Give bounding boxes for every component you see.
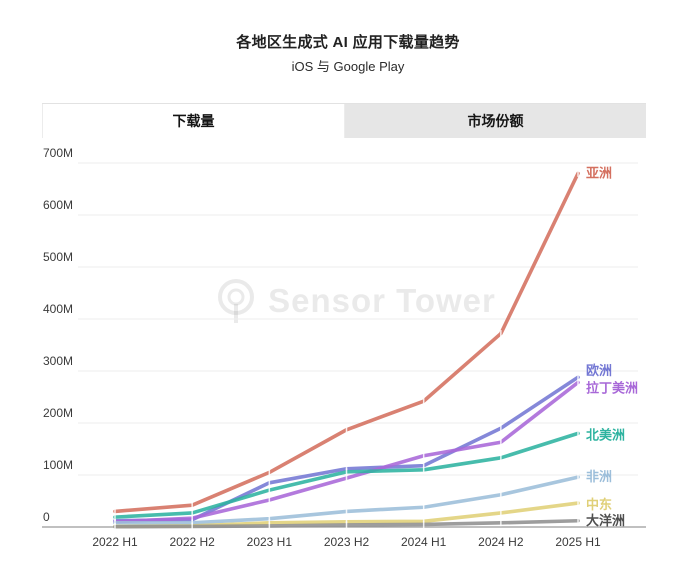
x-axis-tick-label: 2022 H1 bbox=[92, 535, 138, 549]
y-axis-tick-label: 500M bbox=[43, 250, 73, 264]
series-line-2 bbox=[113, 375, 580, 523]
series-line-1 bbox=[113, 171, 580, 514]
x-axis-tick-label: 2022 H2 bbox=[169, 535, 215, 549]
tab-downloads[interactable]: 下载量 bbox=[42, 104, 345, 138]
page-title: 各地区生成式 AI 应用下载量趋势 bbox=[236, 34, 460, 51]
y-axis-tick-label: 400M bbox=[43, 302, 73, 316]
x-axis-tick-label: 2023 H1 bbox=[247, 535, 293, 549]
y-axis-tick-label: 200M bbox=[43, 406, 73, 420]
series-label-2: 欧洲 bbox=[586, 363, 612, 378]
series-line-6 bbox=[113, 501, 580, 529]
series-label-1: 亚洲 bbox=[586, 165, 612, 180]
series-line-4 bbox=[113, 431, 580, 519]
x-axis-tick-label: 2024 H2 bbox=[478, 535, 524, 549]
x-axis-tick-label: 2023 H2 bbox=[324, 535, 370, 549]
series-label-4: 北美洲 bbox=[586, 427, 625, 442]
series-label-6: 中东 bbox=[586, 497, 612, 512]
watermark-text: Sensor Tower bbox=[268, 282, 496, 319]
tab-market-share[interactable]: 市场份额 bbox=[345, 104, 646, 138]
y-axis-tick-label: 0 bbox=[43, 510, 50, 524]
y-axis-tick-label: 600M bbox=[43, 198, 73, 212]
x-axis-tick-label: 2024 H1 bbox=[401, 535, 447, 549]
sensortower-logo-icon bbox=[218, 279, 255, 323]
series-label-7: 大洋洲 bbox=[586, 513, 625, 528]
x-axis-tick-label: 2025 H1 bbox=[555, 535, 601, 549]
series-line-3 bbox=[113, 380, 580, 524]
sensortower-watermark: Sensor Tower bbox=[215, 272, 495, 330]
series-line-5 bbox=[113, 475, 580, 525]
y-axis-tick-label: 700M bbox=[43, 146, 73, 160]
series-line-7 bbox=[113, 518, 580, 529]
series-label-3: 拉丁美洲 bbox=[586, 380, 638, 395]
y-axis-tick-label: 100M bbox=[43, 458, 73, 472]
y-axis-tick-label: 300M bbox=[43, 354, 73, 368]
series-label-5: 非洲 bbox=[586, 469, 612, 484]
page-subtitle: iOS 与 Google Play bbox=[291, 59, 405, 74]
tab-bar: 下载量 市场份额 bbox=[42, 103, 646, 138]
